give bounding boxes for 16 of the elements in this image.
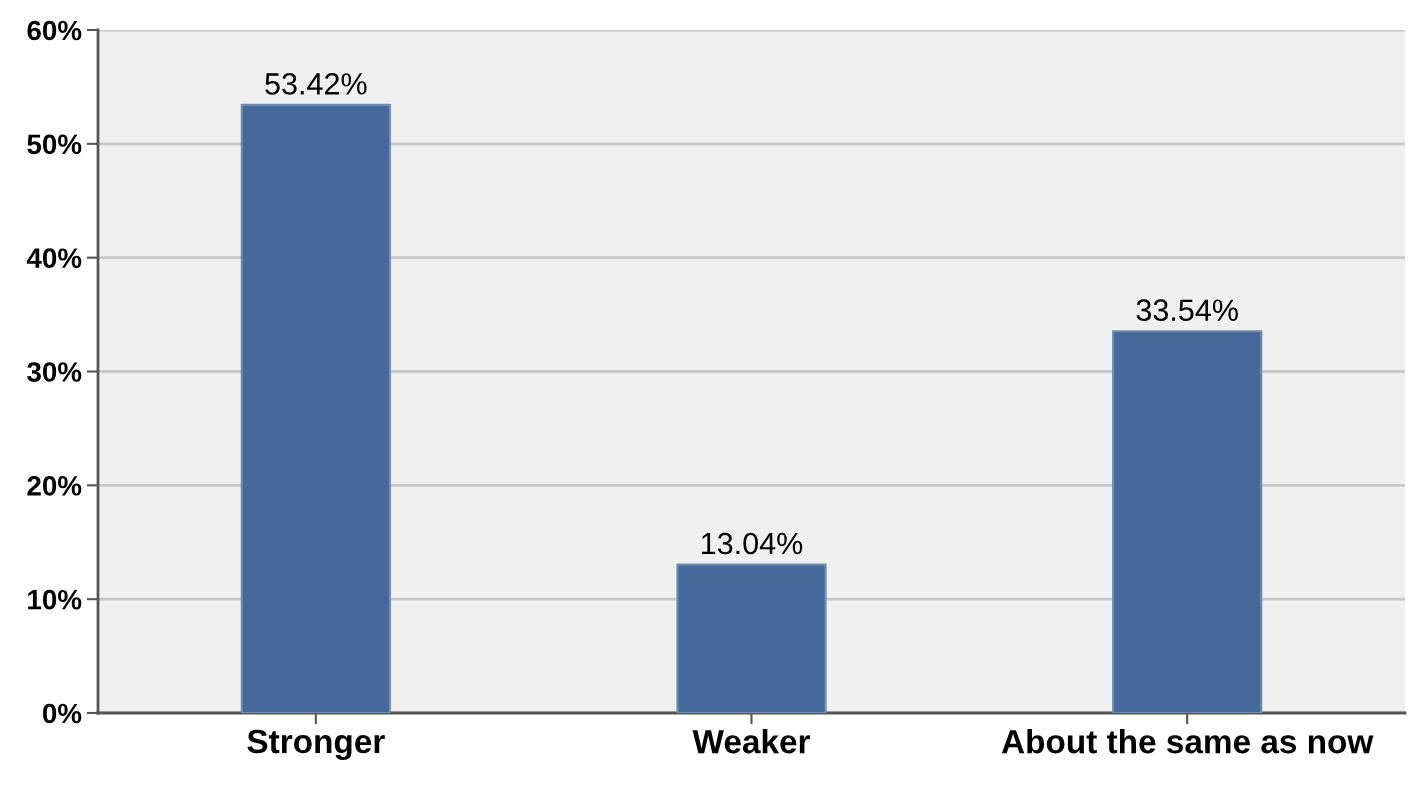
y-tick-label: 0% bbox=[42, 703, 82, 724]
y-tick-label: 60% bbox=[27, 20, 82, 41]
y-tick-label: 50% bbox=[27, 134, 82, 155]
y-tick-label: 10% bbox=[28, 589, 82, 610]
y-tick-label: 20% bbox=[27, 476, 82, 496]
bar bbox=[240, 103, 391, 713]
x-tick-label: Stronger bbox=[247, 729, 385, 761]
x-tick-label: Weaker bbox=[692, 728, 810, 754]
data-label: 33.54% bbox=[1136, 299, 1238, 321]
data-label: 53.42% bbox=[265, 73, 367, 95]
y-tick-label: 40% bbox=[26, 248, 82, 269]
data-label: 13.04% bbox=[702, 532, 803, 555]
y-tick-label: 30% bbox=[27, 362, 82, 382]
x-tick-label: About the same as now bbox=[1001, 728, 1374, 754]
bar bbox=[676, 563, 827, 713]
bar bbox=[1112, 330, 1263, 713]
